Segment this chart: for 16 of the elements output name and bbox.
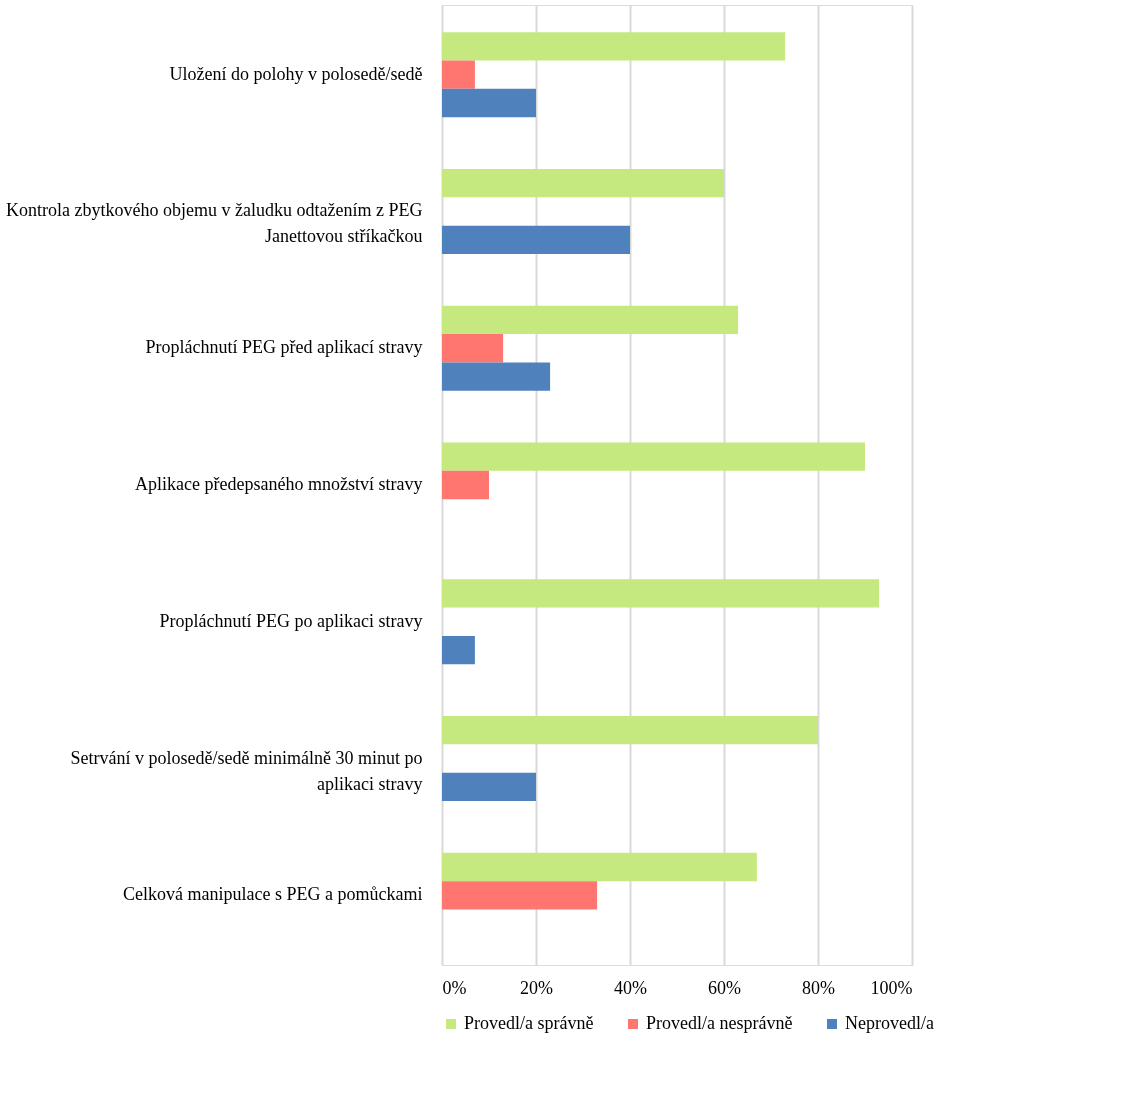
y-tick-label: Kontrola zbytkového objemu v žaludku odtažením z PEG Janettovou stříkačkou [6,200,423,247]
x-tick-label: 40% [614,977,647,998]
y-tick-label: Propláchnutí PEG před aplikací stravy [145,337,423,358]
x-tick-label: 60% [708,977,741,998]
y-tick-label: Celková manipulace s PEG a pomůckami [123,884,423,905]
x-tick-label: 80% [802,977,835,998]
y-tick-label: Setrvání v polosedě/sedě minimálně 30 minut po aplikaci stravy [70,747,423,794]
x-tick-label: 0% [442,977,467,998]
x-tick-label: 20% [520,977,553,998]
legend-label: Provedl/a nesprávně [646,1013,793,1033]
y-tick-label: Aplikace předepsaného množství stravy [135,474,423,494]
y-tick-label: Propláchnutí PEG po aplikaci stravy [159,610,423,631]
legend-label: Neprovedl/a [845,1013,934,1033]
y-tick-label: Uložení do polohy v polosedě/sedě [169,63,423,84]
x-tick-label: 100% [870,977,913,998]
legend-label: Provedl/a správně [464,1013,594,1033]
